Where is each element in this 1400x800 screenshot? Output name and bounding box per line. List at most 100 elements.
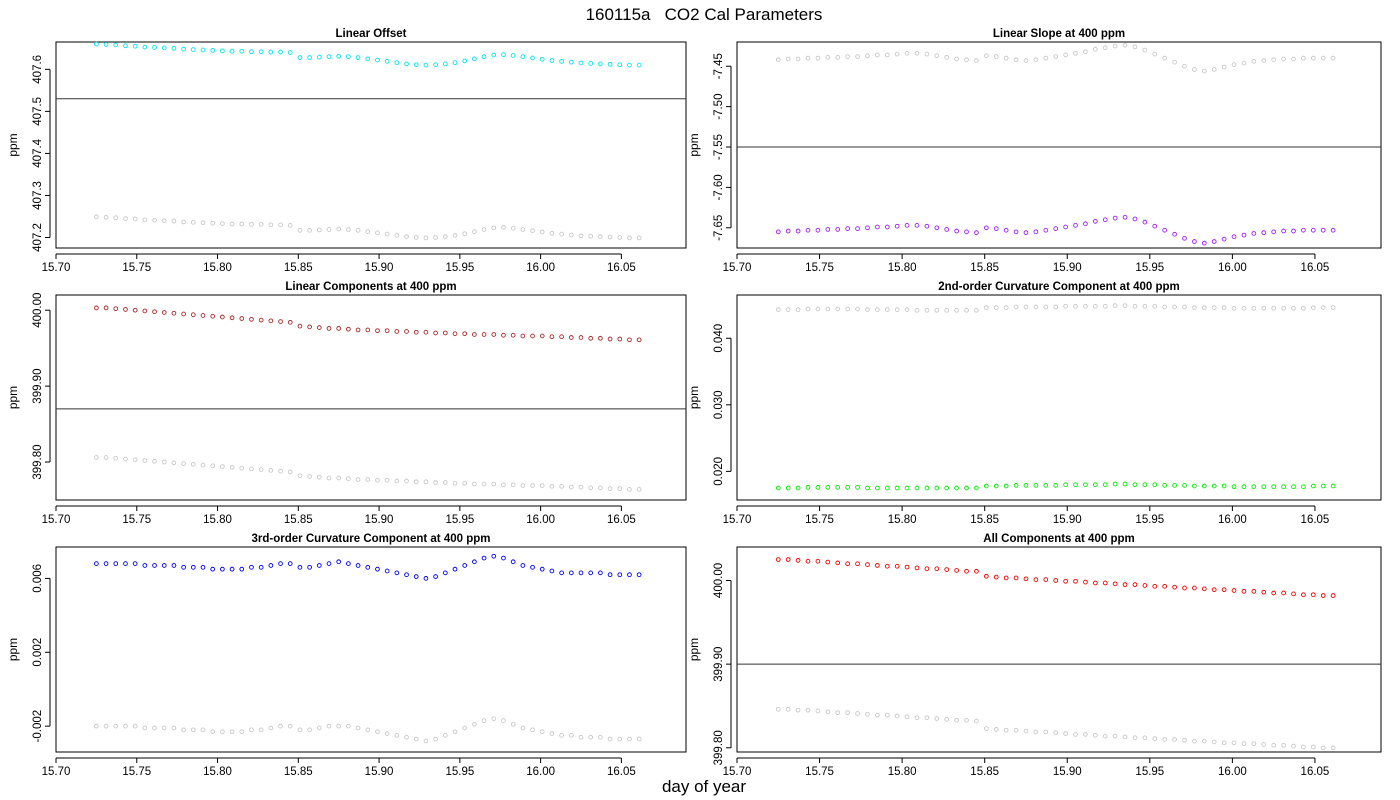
data-point	[346, 476, 351, 482]
data-point	[1102, 580, 1108, 586]
data-point	[1281, 590, 1286, 596]
data-point	[1013, 229, 1019, 235]
data-point	[113, 42, 119, 48]
data-point	[287, 723, 293, 729]
x-tick-label: 15.75	[805, 514, 834, 526]
data-point	[617, 736, 623, 742]
data-point	[1053, 226, 1059, 231]
data-point	[559, 570, 564, 576]
data-point	[1251, 588, 1257, 594]
data-point	[249, 466, 254, 472]
data-point	[1301, 744, 1306, 750]
data-point	[171, 218, 177, 224]
data-point	[904, 564, 910, 570]
data-point	[142, 458, 148, 463]
x-tick-label: 15.85	[284, 514, 313, 526]
data-point	[1281, 484, 1286, 490]
data-point	[316, 474, 322, 480]
data-point	[346, 326, 351, 332]
data-point	[835, 710, 841, 716]
y-tick-label: -7.65	[713, 215, 725, 241]
data-point	[355, 55, 361, 60]
data-point	[1102, 733, 1108, 739]
y-tick-label: 407.3	[32, 181, 44, 210]
data-point	[954, 228, 959, 234]
data-point	[845, 54, 850, 59]
data-point	[1192, 585, 1197, 591]
data-point	[161, 725, 167, 731]
data-point	[1182, 737, 1187, 743]
x-tick-label: 15.80	[888, 514, 917, 526]
data-point	[627, 736, 632, 742]
data-point	[355, 477, 361, 482]
data-point	[795, 228, 801, 234]
data-point	[974, 307, 979, 313]
data-point	[394, 233, 400, 238]
data-point	[520, 725, 526, 731]
data-point	[1043, 304, 1049, 310]
data-point	[1003, 483, 1009, 489]
x-tick-label: 15.95	[1135, 766, 1164, 778]
figure-title: 160115a CO2 Cal Parameters	[586, 5, 823, 24]
data-point	[1291, 591, 1296, 597]
data-point	[510, 53, 516, 58]
data-point	[568, 335, 574, 340]
data-point	[875, 563, 880, 568]
data-point	[617, 336, 623, 342]
data-point	[103, 305, 109, 311]
data-point	[1162, 583, 1168, 589]
data-point	[914, 715, 920, 721]
data-point	[1083, 732, 1088, 737]
data-point	[588, 61, 594, 66]
panel-2: Linear Slope at 400 ppm ppm 15.70 15.75 15.8…	[687, 28, 1382, 274]
data-point	[934, 485, 940, 491]
data-point	[934, 307, 940, 313]
data-point	[607, 61, 613, 67]
data-point	[365, 327, 371, 333]
data-point	[598, 485, 603, 491]
data-point	[578, 484, 584, 490]
data-point	[249, 222, 254, 227]
y-axis-label: ppm	[687, 133, 701, 156]
data-point	[598, 570, 603, 576]
x-tick-label: 15.95	[1135, 262, 1164, 274]
data-point	[1330, 483, 1336, 489]
x-tick-label: 16.05	[1301, 766, 1330, 778]
data-point	[423, 62, 429, 68]
data-point	[472, 229, 477, 234]
plot-frame	[55, 41, 687, 249]
data-point	[1221, 587, 1227, 593]
data-point	[481, 718, 487, 723]
data-point	[307, 474, 312, 479]
data-point	[481, 481, 487, 487]
data-point	[520, 563, 526, 568]
data-point	[316, 563, 322, 568]
x-tick-label: 16.00	[526, 766, 555, 778]
data-point	[94, 455, 99, 460]
data-point	[510, 721, 516, 727]
x-tick-label: 16.05	[607, 514, 636, 526]
data-point	[1271, 57, 1277, 63]
panel-title: 2nd-order Curvature Component at 400 ppm	[938, 281, 1180, 293]
data-point	[530, 333, 535, 339]
data-point	[1023, 230, 1029, 236]
data-point	[1013, 57, 1019, 63]
data-point	[588, 570, 594, 576]
data-point	[1231, 234, 1237, 240]
x-tick-label: 15.75	[805, 262, 834, 274]
data-point	[181, 311, 186, 317]
x-tick-label: 15.90	[1053, 262, 1082, 274]
data-point	[1023, 728, 1029, 734]
y-tick-label: 407.6	[32, 55, 44, 84]
data-point	[355, 227, 361, 233]
data-point	[588, 233, 594, 239]
x-tick-label: 16.05	[607, 766, 636, 778]
data-point	[845, 226, 850, 231]
data-point	[914, 223, 920, 228]
plot-frame	[736, 294, 1382, 501]
data-point	[1221, 305, 1227, 310]
panel-title: Linear Offset	[336, 28, 407, 40]
data-point	[181, 219, 186, 225]
data-point	[152, 725, 157, 731]
data-point	[1251, 59, 1257, 64]
